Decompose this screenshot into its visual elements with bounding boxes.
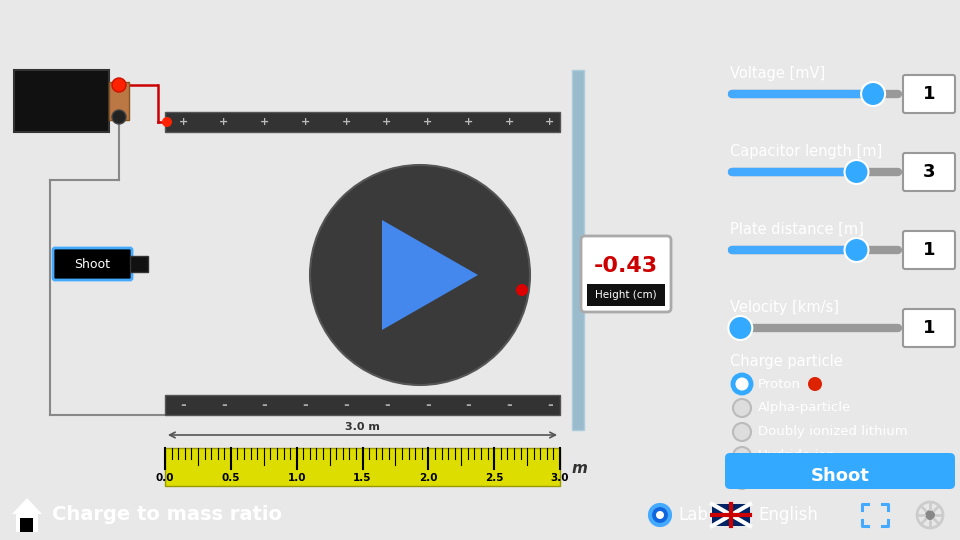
Text: 3: 3 [923,163,935,181]
Text: Shoot: Shoot [75,258,110,271]
Circle shape [733,399,751,417]
Text: Proton: Proton [758,377,801,390]
Text: English: English [758,506,818,524]
FancyBboxPatch shape [903,153,955,191]
Text: Charge to mass ratio: Charge to mass ratio [52,505,282,524]
Circle shape [733,447,751,465]
Circle shape [729,316,753,340]
Text: m: m [572,461,588,476]
Text: -: - [547,398,553,412]
Text: Shoot: Shoot [810,467,870,485]
Bar [572,70,584,430]
Circle shape [162,117,172,127]
Circle shape [861,82,885,106]
Bar [16,510,38,532]
Text: -: - [344,398,349,412]
Bar [130,256,148,272]
Text: -: - [506,398,512,412]
Text: -: - [262,398,268,412]
Text: Charge particle: Charge particle [730,354,843,369]
FancyBboxPatch shape [903,75,955,113]
Text: 3.0: 3.0 [551,472,569,483]
Bar [109,82,129,120]
Text: +: + [423,117,432,127]
Text: Hydride ion: Hydride ion [758,449,835,462]
Text: 1.5: 1.5 [353,472,372,483]
Text: -0.43: -0.43 [594,256,658,276]
FancyBboxPatch shape [903,231,955,269]
Bar [165,112,560,132]
Circle shape [733,471,751,489]
Text: 2.5: 2.5 [485,472,503,483]
Text: Capacitor length [m]: Capacitor length [m] [730,144,882,159]
FancyBboxPatch shape [725,453,955,489]
Text: -: - [302,398,308,412]
Text: +: + [342,117,350,127]
Text: Lithium anion: Lithium anion [758,474,850,487]
Circle shape [112,78,126,92]
Text: 1: 1 [923,85,935,103]
Text: Velocity [km/s]: Velocity [km/s] [730,300,839,315]
Text: 2.0: 2.0 [420,472,438,483]
Text: Height (cm): Height (cm) [595,290,657,300]
Polygon shape [382,220,478,330]
Circle shape [733,423,751,441]
Text: Voltage [mV]: Voltage [mV] [730,66,826,81]
Text: -: - [424,398,430,412]
Text: -: - [180,398,186,412]
Bar [165,448,560,486]
Bar [14,70,109,132]
FancyBboxPatch shape [903,309,955,347]
Text: +: + [382,117,392,127]
Circle shape [656,511,664,519]
Circle shape [925,510,935,520]
Polygon shape [12,498,42,514]
Circle shape [845,238,869,262]
Text: 1: 1 [923,241,935,259]
Text: +: + [300,117,310,127]
FancyBboxPatch shape [581,236,671,312]
Circle shape [733,375,751,393]
Circle shape [310,165,530,385]
Text: Label: Label [678,506,723,524]
Bar [587,284,665,306]
Text: +: + [505,117,514,127]
Bar [712,504,750,526]
Text: 1.0: 1.0 [287,472,306,483]
Circle shape [112,110,126,124]
Circle shape [845,160,869,184]
Circle shape [650,505,670,525]
Text: Doubly ionized lithium: Doubly ionized lithium [758,426,907,438]
Text: Alpha-particle: Alpha-particle [758,402,852,415]
Text: -: - [221,398,227,412]
Text: +: + [545,117,555,127]
Text: +: + [464,117,473,127]
Text: 0.0: 0.0 [156,472,175,483]
Text: 1: 1 [923,319,935,337]
Bar [165,395,560,415]
Text: +: + [260,117,269,127]
FancyBboxPatch shape [53,248,132,280]
Text: +: + [179,117,187,127]
Text: +: + [219,117,228,127]
Text: -: - [384,398,390,412]
Text: 3.0 m: 3.0 m [345,422,380,432]
Circle shape [516,284,528,296]
Bar [20,518,33,532]
Text: 0.5: 0.5 [222,472,240,483]
Text: -: - [466,398,471,412]
Text: Plate distance [m]: Plate distance [m] [730,222,864,237]
Circle shape [808,377,822,391]
